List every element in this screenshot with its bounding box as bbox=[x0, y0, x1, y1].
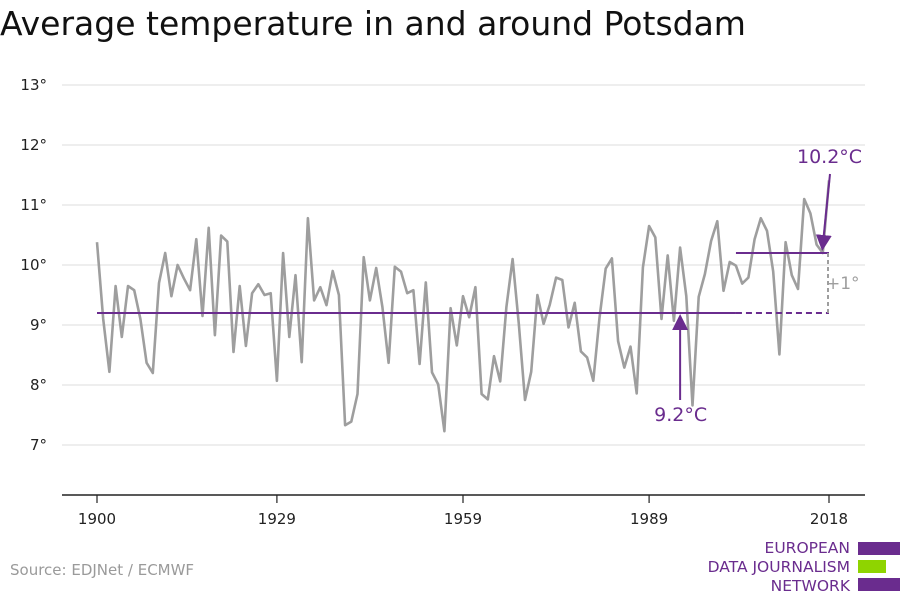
edjnet-logo: EUROPEAN DATA JOURNALISM NETWORK bbox=[700, 538, 900, 596]
logo-line-2: DATA JOURNALISM bbox=[707, 558, 850, 576]
logo-line-1: EUROPEAN bbox=[764, 539, 850, 557]
y-axis-ticks: 7° 8° 9° 10° 11° 12° 13° bbox=[20, 76, 47, 454]
y-tick-label: 8° bbox=[30, 376, 47, 394]
x-tick-label: 2018 bbox=[810, 510, 848, 528]
recent-value-label: 10.2°C bbox=[797, 146, 862, 168]
y-tick-label: 7° bbox=[30, 436, 47, 454]
logo-bar-purple-bottom bbox=[858, 578, 900, 591]
chart-title: Average temperature in and around Potsda… bbox=[0, 4, 746, 43]
y-tick-label: 11° bbox=[20, 196, 47, 214]
y-tick-label: 13° bbox=[20, 76, 47, 94]
recent-arrow bbox=[815, 173, 832, 251]
logo-bar-green bbox=[858, 560, 886, 573]
x-tick-label: 1959 bbox=[444, 510, 482, 528]
annotations: +1° 9.2°C 10.2°C bbox=[654, 146, 862, 426]
x-tick-label: 1989 bbox=[630, 510, 668, 528]
x-axis: 1900 1929 1959 1989 2018 bbox=[62, 494, 865, 528]
baseline-value-label: 9.2°C bbox=[654, 404, 707, 426]
x-tick-label: 1929 bbox=[258, 510, 296, 528]
grid-lines bbox=[62, 84, 865, 446]
source-note: Source: EDJNet / ECMWF bbox=[10, 561, 195, 579]
x-tick-label: 1900 bbox=[78, 510, 116, 528]
logo-bar-purple-top bbox=[858, 542, 900, 555]
difference-label: +1° bbox=[826, 274, 860, 294]
series-layer bbox=[95, 180, 831, 433]
y-tick-label: 12° bbox=[20, 136, 47, 154]
temperature-series-line bbox=[95, 180, 831, 433]
logo-line-3: NETWORK bbox=[770, 577, 850, 595]
y-tick-label: 9° bbox=[30, 316, 47, 334]
reference-lines bbox=[97, 252, 829, 314]
y-tick-label: 10° bbox=[20, 256, 47, 274]
